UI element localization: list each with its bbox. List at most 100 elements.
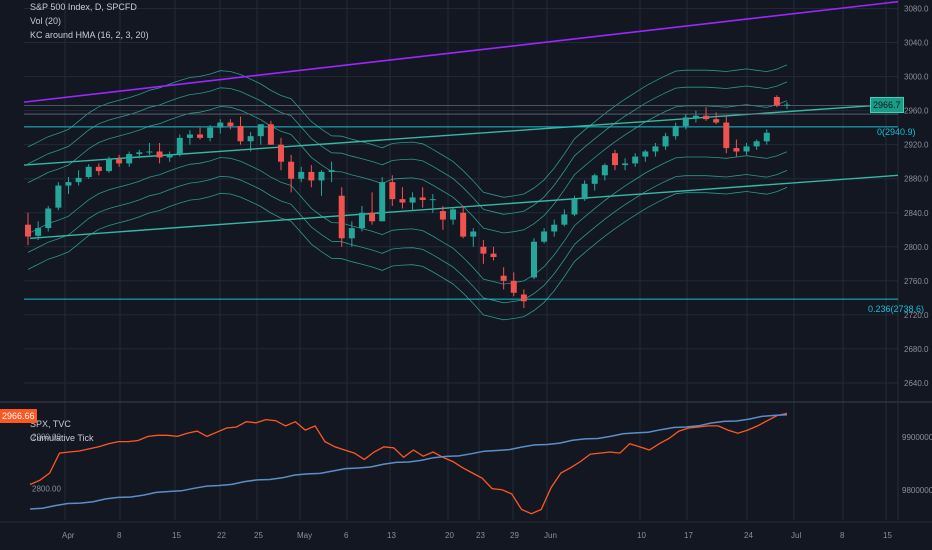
candle-body bbox=[672, 125, 679, 137]
candle-body bbox=[35, 228, 42, 236]
kc-indicator-label: KC around HMA (16, 2, 3, 20) bbox=[30, 30, 149, 40]
time-tick-label: 8 bbox=[117, 531, 122, 540]
time-tick-label: 17 bbox=[684, 531, 693, 540]
lower-right-tick-label: 9800000.0 bbox=[902, 486, 932, 495]
candle-body bbox=[227, 122, 234, 126]
candle-body bbox=[541, 231, 548, 242]
candle-body bbox=[561, 214, 568, 225]
price-axis: 3080.0 3040.0 3000.0 2960.0 2920.0 2880.0 2840… bbox=[904, 5, 929, 388]
time-tick-label: 22 bbox=[217, 531, 226, 540]
candle-body bbox=[520, 294, 527, 302]
candle-body bbox=[278, 144, 284, 162]
lower-pane: 2900.00 2800.00 9900000.0 9800000.0 bbox=[29, 412, 932, 515]
time-axis-background bbox=[0, 522, 932, 550]
candle-body bbox=[389, 182, 396, 200]
keltner-channels bbox=[27, 64, 788, 321]
price-tick-label: 2720.0 bbox=[904, 311, 929, 320]
candle-body bbox=[126, 154, 133, 164]
candle-body bbox=[369, 212, 376, 222]
price-tick-label: 2680.0 bbox=[904, 345, 929, 354]
candle-body bbox=[207, 127, 214, 138]
price-tick-label: 2840.0 bbox=[904, 209, 929, 218]
time-tick-label: Apr bbox=[62, 531, 75, 540]
cumulative-tick-line bbox=[29, 414, 788, 510]
candle-body bbox=[439, 211, 446, 220]
candle-body bbox=[450, 209, 457, 220]
spx-series-label: SPX, TVC bbox=[30, 419, 71, 429]
price-tick-label: 2960.0 bbox=[904, 107, 929, 116]
candle-body bbox=[166, 154, 173, 158]
candle-body bbox=[692, 115, 699, 118]
time-tick-label: Jul bbox=[791, 531, 801, 540]
time-tick-label: 8 bbox=[840, 531, 845, 540]
lower-price-badge: 2966.66 bbox=[0, 409, 37, 423]
time-tick-label: 10 bbox=[637, 531, 646, 540]
candle-body bbox=[419, 197, 426, 200]
candle-body bbox=[318, 171, 325, 181]
candle-body bbox=[379, 182, 386, 222]
candle-body bbox=[95, 166, 102, 172]
keltner-band bbox=[27, 151, 788, 285]
candle-body bbox=[116, 159, 123, 164]
candle-body bbox=[85, 166, 92, 178]
candle-body bbox=[136, 152, 143, 155]
candle-body bbox=[652, 146, 659, 152]
candle-body bbox=[399, 199, 406, 203]
price-tick-label: 2920.0 bbox=[904, 141, 929, 150]
trend-line-upper bbox=[23, 0, 899, 103]
fib-label-0236: 0.236(2738.6) bbox=[868, 304, 925, 314]
candle-body bbox=[551, 224, 558, 232]
candle-body bbox=[308, 171, 315, 181]
candle-body bbox=[429, 199, 436, 201]
candle-body bbox=[75, 177, 82, 183]
lower-left-tick-label: 2800.00 bbox=[32, 485, 61, 494]
time-tick-label: 20 bbox=[445, 531, 454, 540]
candle-body bbox=[267, 124, 274, 145]
candle-body bbox=[55, 185, 62, 208]
time-tick-label: 29 bbox=[510, 531, 519, 540]
candle-body bbox=[510, 280, 517, 293]
spx-line bbox=[29, 412, 788, 515]
price-tick-label: 2800.0 bbox=[904, 243, 929, 252]
candle-body bbox=[784, 104, 790, 106]
candles bbox=[25, 95, 790, 309]
candle-body bbox=[571, 199, 578, 215]
candle-body bbox=[409, 197, 416, 203]
last-price-badge: 2966.7 bbox=[870, 97, 904, 113]
candle-body bbox=[773, 97, 780, 106]
candle-body bbox=[490, 253, 497, 258]
candle-body bbox=[348, 228, 355, 239]
candle-body bbox=[217, 122, 224, 128]
candle-body bbox=[480, 246, 487, 254]
candle-body bbox=[591, 175, 598, 184]
candle-body bbox=[753, 141, 760, 147]
candle-body bbox=[500, 275, 507, 281]
time-tick-label: Jun bbox=[544, 531, 557, 540]
candle-body bbox=[237, 125, 244, 142]
keltner-band bbox=[27, 64, 788, 198]
candle-body bbox=[662, 136, 669, 147]
time-axis: Apr 8 15 22 25 May 6 13 20 23 29 Jun 10 17 24 Jul 8 15 bbox=[0, 521, 932, 550]
candle-body bbox=[460, 212, 467, 237]
candle-body bbox=[682, 117, 689, 126]
price-tick-label: 2640.0 bbox=[904, 379, 929, 388]
candle-body bbox=[713, 119, 720, 123]
keltner-band bbox=[27, 170, 788, 304]
candle-body bbox=[632, 156, 639, 164]
candle-body bbox=[105, 159, 112, 172]
candle-body bbox=[601, 165, 608, 176]
candle-body bbox=[703, 115, 710, 120]
lower-left-tick-label: 2900.00 bbox=[32, 432, 61, 441]
price-tick-label: 2760.0 bbox=[904, 277, 929, 286]
candle-body bbox=[733, 148, 740, 152]
time-tick-label: 24 bbox=[744, 531, 753, 540]
time-tick-label: 15 bbox=[172, 531, 181, 540]
time-tick-label: 25 bbox=[254, 531, 263, 540]
candle-body bbox=[338, 195, 345, 239]
candle-body bbox=[156, 151, 163, 158]
price-tick-label: 3040.0 bbox=[904, 39, 929, 48]
candle-body bbox=[723, 122, 730, 149]
time-tick-label: 13 bbox=[387, 531, 396, 540]
price-tick-label: 2880.0 bbox=[904, 175, 929, 184]
